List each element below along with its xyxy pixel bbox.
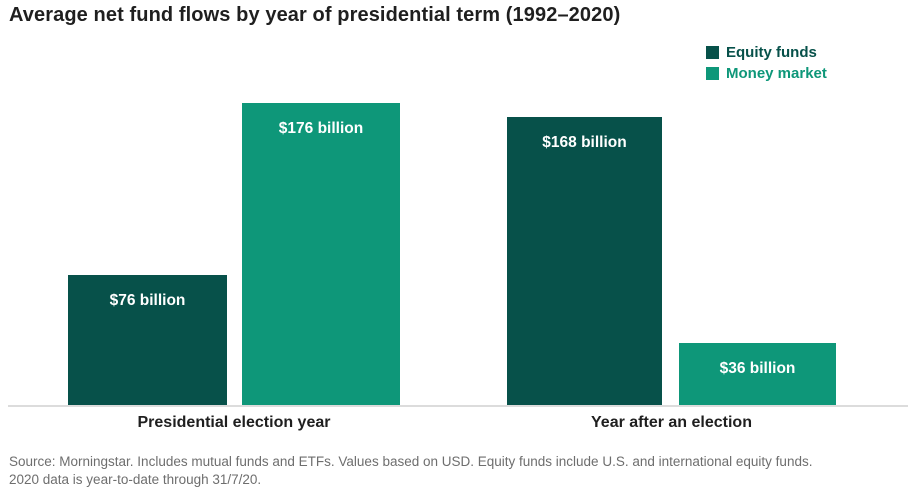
money-market-swatch-icon xyxy=(706,67,719,80)
legend-label-equity-funds: Equity funds xyxy=(726,44,817,61)
bar-money-market-year-after-election: $36 billion xyxy=(679,343,836,405)
legend-label-money-market: Money market xyxy=(726,65,827,82)
x-axis-line xyxy=(8,405,908,407)
source-note: Source: Morningstar. Includes mutual fun… xyxy=(9,454,813,487)
legend-item-money-market: Money market xyxy=(706,65,827,82)
bar-value-label: $36 billion xyxy=(719,360,796,378)
plot-area: $76 billion $176 billion $168 billion $3… xyxy=(0,103,916,405)
bar-value-label: $176 billion xyxy=(278,120,364,137)
legend-item-equity-funds: Equity funds xyxy=(706,44,827,61)
bar-equity-funds-year-after-election: $168 billion xyxy=(507,116,662,405)
legend: Equity funds Money market xyxy=(706,44,827,82)
bar-value-label: $168 billion xyxy=(542,133,627,151)
category-label-year-after-an-election: Year after an election xyxy=(591,414,752,431)
bar-value-label: $76 billion xyxy=(109,291,186,309)
equity-funds-swatch-icon xyxy=(706,46,719,59)
bar-money-market-election-year: $176 billion xyxy=(242,103,400,405)
bar-equity-funds-election-year: $76 billion xyxy=(68,274,227,405)
category-label-presidential-election-year: Presidential election year xyxy=(137,414,331,431)
chart-title: Average net fund flows by year of presid… xyxy=(9,4,621,26)
